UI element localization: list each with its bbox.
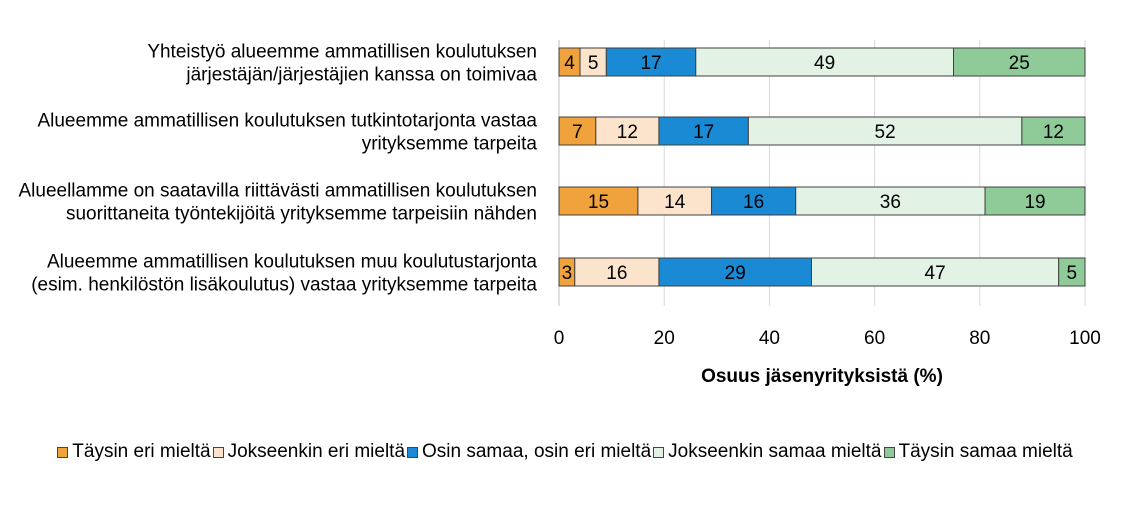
data-label-2-2: 12 [617, 122, 638, 143]
category-labels: Yhteistyö alueemme ammatillisen koulutuk… [18, 42, 537, 296]
legend-item-5: Täysin samaa mieltä [883, 441, 1073, 463]
data-label-3-2: 14 [664, 192, 686, 213]
legend-label-5: Täysin samaa mieltä [898, 441, 1073, 462]
data-label-3-1: 15 [588, 192, 609, 213]
x-tick-label-60: 60 [864, 328, 885, 349]
legend-swatch-1 [57, 446, 69, 458]
legend-item-2: Jokseenkin eri mieltä [212, 441, 406, 463]
data-label-4-3: 29 [725, 263, 746, 284]
bar-2-series-3 [658, 116, 749, 146]
category-label-2-line-2: yrityksemme tarpeita [362, 134, 538, 155]
data-label-4-2: 16 [606, 263, 627, 284]
legend-swatch-4 [653, 446, 665, 458]
data-label-2-4: 52 [875, 122, 896, 143]
legend: Täysin eri mieltä Jokseenkin eri mieltä Os… [0, 441, 1130, 464]
legend-swatch-3 [407, 446, 419, 458]
legend-swatch-5 [883, 446, 895, 458]
data-label-3-5: 19 [1024, 192, 1045, 213]
bar-4-series-5 [1058, 257, 1086, 287]
data-label-4-4: 47 [925, 263, 946, 284]
category-label-2-line-1: Alueemme ammatillisen koulutuksen tutkin… [37, 111, 537, 132]
bar-4-series-4 [810, 257, 1060, 287]
bar-4-series-3 [658, 257, 812, 287]
legend-label-2: Jokseenkin eri mieltä [227, 441, 406, 462]
x-tick-label-80: 80 [969, 328, 990, 349]
legend-item-1: Täysin eri mieltä [57, 441, 211, 463]
data-label-2-3: 17 [693, 122, 714, 143]
bar-2-series-2 [595, 116, 660, 146]
legend-label-3: Osin samaa, osin eri mieltä [422, 441, 652, 462]
category-label-1-line-1: Yhteistyö alueemme ammatillisen koulutuk… [147, 42, 537, 63]
bar-2-series-1 [558, 116, 597, 146]
x-tick-label-100: 100 [1069, 328, 1101, 349]
data-label-1-4: 49 [814, 53, 835, 74]
bar-4-series-2 [574, 257, 660, 287]
category-label-3-line-1: Alueellamme on saatavilla riittävästi am… [18, 181, 537, 202]
bar-2-series-5 [1021, 116, 1086, 146]
x-axis-ticks: 0 20 40 60 80 100 [554, 328, 1101, 349]
legend-swatch-2 [212, 446, 224, 458]
legend-label-4: Jokseenkin samaa mieltä [668, 441, 882, 462]
category-label-3-line-2: suorittaneita työntekijöitä yrityksemme … [66, 204, 537, 225]
x-tick-label-0: 0 [554, 328, 565, 349]
x-tick-label-40: 40 [759, 328, 780, 349]
data-label-1-1: 4 [564, 53, 575, 74]
data-label-1-3: 17 [640, 53, 661, 74]
legend-label-1: Täysin eri mieltä [72, 441, 211, 462]
data-label-1-2: 5 [588, 53, 599, 74]
bar-3-series-5 [984, 186, 1086, 216]
bar-3-series-4 [795, 186, 986, 216]
data-label-2-1: 7 [572, 122, 583, 143]
category-label-4-line-2: (esim. henkilöstön lisäkoulutus) vastaa … [31, 275, 537, 296]
category-label-1-line-2: järjestäjän/järjestäjien kanssa on toimi… [185, 65, 537, 86]
legend-item-4: Jokseenkin samaa mieltä [653, 441, 882, 463]
bar-1-series-3 [605, 47, 697, 77]
data-label-3-4: 36 [880, 192, 901, 213]
data-label-1-5: 25 [1009, 53, 1030, 74]
bar-1-series-5 [953, 47, 1086, 77]
x-tick-label-20: 20 [654, 328, 675, 349]
data-label-2-5: 12 [1043, 122, 1064, 143]
data-label-4-5: 5 [1067, 263, 1078, 284]
legend-item-3: Osin samaa, osin eri mieltä [407, 441, 651, 463]
bar-1-series-4 [695, 47, 954, 77]
category-label-4-line-1: Alueemme ammatillisen koulutuksen muu ko… [47, 252, 537, 273]
bar-3-series-1 [558, 186, 639, 216]
bar-2-series-4 [747, 116, 1023, 146]
data-label-3-3: 16 [743, 192, 764, 213]
x-axis-title: Osuus jäsenyrityksistä (%) [701, 366, 943, 387]
data-label-4-1: 3 [562, 263, 573, 284]
bar-3-series-2 [637, 186, 713, 216]
